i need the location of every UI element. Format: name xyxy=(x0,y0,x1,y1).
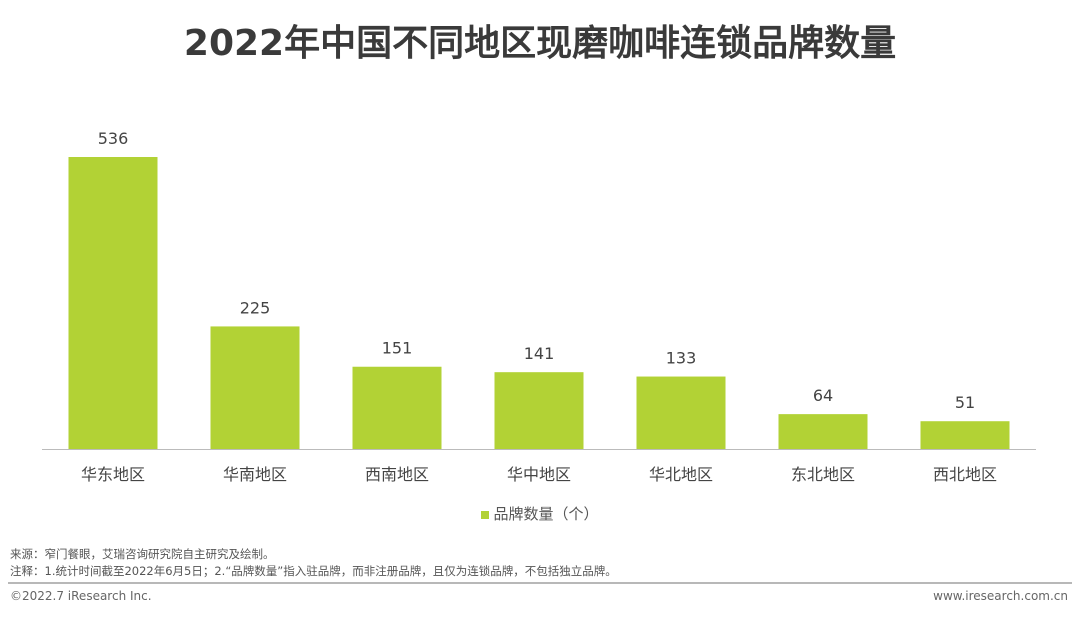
x-tick-label: 华北地区 xyxy=(649,465,713,484)
data-label: 51 xyxy=(955,393,975,412)
data-label: 151 xyxy=(382,339,413,358)
bar xyxy=(778,414,868,449)
bar xyxy=(68,157,158,449)
x-tick-label: 华东地区 xyxy=(81,465,145,484)
bar xyxy=(636,376,726,449)
copyright: ©2022.7 iResearch Inc. xyxy=(10,589,152,603)
bar xyxy=(920,421,1010,449)
bar xyxy=(494,372,584,449)
bar xyxy=(210,326,300,449)
x-tick-label: 华中地区 xyxy=(507,465,571,484)
annotation-note: 注释：1.统计时间截至2022年6月5日；2.“品牌数量”指入驻品牌，而非注册品… xyxy=(10,564,617,578)
legend: 品牌数量（个） xyxy=(0,503,1080,524)
x-tick-label: 西北地区 xyxy=(933,465,997,484)
x-tick-label: 西南地区 xyxy=(365,465,429,484)
data-label: 536 xyxy=(98,129,129,148)
footer-divider xyxy=(8,582,1072,584)
x-tick-label: 华南地区 xyxy=(223,465,287,484)
data-label: 141 xyxy=(524,344,555,363)
source-note: 来源：窄门餐眼，艾瑞咨询研究院自主研究及绘制。 xyxy=(10,547,275,561)
legend-label: 品牌数量（个） xyxy=(493,505,599,523)
bar xyxy=(352,366,442,449)
x-tick-label: 东北地区 xyxy=(791,465,855,484)
legend-swatch xyxy=(481,510,490,519)
chart-title: 2022年中国不同地区现磨咖啡连锁品牌数量 xyxy=(183,23,897,64)
website-link[interactable]: www.iresearch.com.cn xyxy=(933,589,1068,603)
data-label: 133 xyxy=(666,349,697,368)
bar-chart: 536 华东地区 225 华南地区 151 西南地区 141 华中地区 133 华北地区 64 东北地… xyxy=(42,129,1036,484)
data-label: 64 xyxy=(813,386,833,405)
data-label: 225 xyxy=(240,298,271,317)
